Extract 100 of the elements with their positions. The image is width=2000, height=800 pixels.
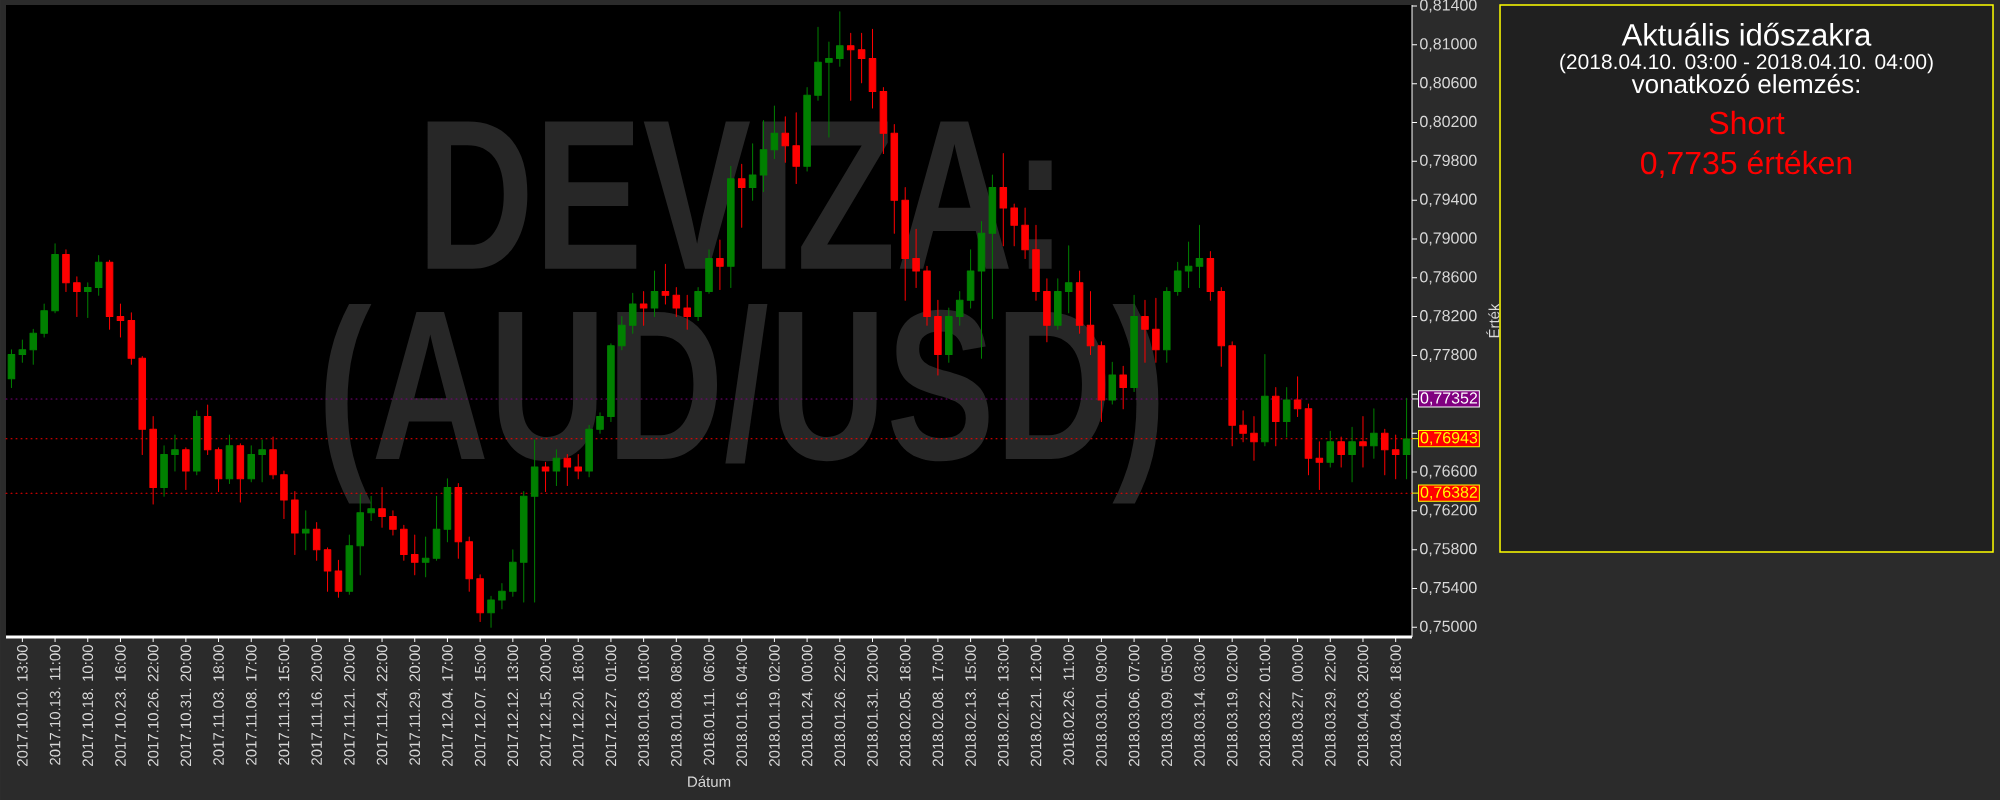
candlestick: [247, 445, 256, 483]
candlestick: [105, 259, 114, 330]
ref-line-label: 0,76382: [1420, 486, 1478, 500]
x-tick-label: 2017.11.08. 17:00: [245, 645, 257, 765]
y-axis-title: Érték: [1486, 303, 1500, 338]
candlestick: [1370, 408, 1378, 459]
x-axis-title: Dátum: [688, 775, 731, 787]
x-tick-label: 2018.01.26. 22:00: [834, 645, 846, 766]
candlestick: [410, 534, 419, 576]
x-tick-label: 2017.10.10. 13:00: [17, 645, 28, 766]
y-tick-label: 0,75400: [1420, 581, 1477, 596]
text: Aktuális időszakra: [1621, 22, 1872, 46]
candlestick: [465, 536, 473, 592]
candlestick: [509, 549, 517, 597]
x-tick-label: 2017.11.21. 20:00: [344, 645, 355, 765]
candlestick: [182, 447, 190, 490]
candlestick: [225, 434, 234, 485]
candlestick: [1282, 387, 1291, 438]
text: vonatkozó elemzés:: [1631, 73, 1859, 94]
x-tick-label: 2017.12.27. 01:00: [605, 645, 617, 766]
x-tick-label: 2017.10.13. 11:00: [49, 645, 61, 765]
y-tick-label: 0,81000: [1420, 38, 1477, 52]
x-tick-label: 2018.01.03. 10:00: [638, 645, 649, 766]
candlestick: [868, 28, 877, 109]
candlestick: [51, 243, 59, 314]
y-tick-label: 0,77800: [1420, 348, 1477, 363]
x-tick-label: 2018.01.31. 20:00: [867, 645, 878, 766]
ref-line-label: 0,77352: [1420, 392, 1478, 406]
candlestick: [160, 445, 168, 497]
candlestick: [1293, 376, 1302, 418]
candlestick: [301, 510, 310, 551]
y-tick-label: 0,79000: [1420, 232, 1477, 246]
x-tick-label: 2017.10.18. 10:00: [82, 645, 94, 766]
x-tick-label: 2018.01.11. 06:00: [703, 645, 715, 765]
x-tick-label: 2017.11.16. 20:00: [311, 645, 322, 765]
candlestick: [171, 434, 179, 472]
x-tick-label: 2017.11.03. 18:00: [213, 645, 224, 765]
candlestick: [94, 254, 103, 296]
candlestick: [345, 534, 354, 595]
candlestick: [1217, 287, 1226, 367]
y-tick-label: 0,80600: [1420, 77, 1477, 91]
y-tick-label: 0,81400: [1420, 0, 1477, 13]
candlestick: [1315, 441, 1324, 490]
y-tick-label: 0,79800: [1420, 154, 1477, 168]
x-tick-label: 2018.02.08. 17:00: [932, 645, 944, 766]
y-tick-label: 0,76600: [1420, 465, 1477, 479]
candlestick: [73, 276, 81, 318]
x-tick-label: 2017.10.26. 22:00: [147, 645, 159, 766]
x-tick-label: 2018.03.14. 03:00: [1194, 645, 1205, 766]
candlestick: [83, 282, 92, 319]
candlestick: [1163, 287, 1171, 363]
candlestick: [846, 32, 855, 101]
text: (2018.04.10. 03:00 - 2018.04.10. 04:00): [1560, 53, 1933, 74]
candlestick: [1195, 224, 1204, 288]
x-tick-label: 2018.01.24. 00:00: [801, 645, 813, 766]
candlestick: [476, 574, 484, 622]
candlestick: [1261, 353, 1269, 447]
text: 0,7735 értéken: [1641, 150, 1852, 179]
candlestick: [389, 510, 397, 536]
x-tick-label: 2018.01.19. 02:00: [769, 645, 780, 766]
candlestick: [312, 521, 321, 561]
x-tick-label: 2018.01.16. 04:00: [736, 645, 748, 766]
candlestick: [7, 349, 16, 388]
x-tick-label: 2018.02.21. 12:00: [1030, 645, 1042, 766]
x-tick-label: 2018.03.29. 22:00: [1324, 645, 1336, 766]
candlestick: [29, 328, 38, 365]
candlestick: [1326, 430, 1335, 468]
candlestick: [487, 595, 495, 628]
y-tick-label: 0,76200: [1420, 504, 1477, 518]
x-tick-label: 2018.04.06. 18:00: [1390, 645, 1401, 766]
candlestick: [814, 26, 822, 101]
x-tick-label: 2017.12.07. 15:00: [474, 645, 486, 766]
x-tick-label: 2017.12.04. 17:00: [442, 645, 453, 766]
x-tick-label: 2017.12.12. 13:00: [507, 645, 519, 766]
candlestick: [62, 249, 70, 292]
candlestick: [421, 536, 430, 578]
y-tick-label: 0,79400: [1420, 193, 1477, 207]
candlestick: [334, 559, 343, 598]
x-tick-label: 2017.12.20. 18:00: [572, 645, 584, 766]
x-tick-label: 2018.03.06. 07:00: [1128, 645, 1140, 766]
x-tick-label: 2017.12.15. 20:00: [540, 645, 551, 766]
candlestick: [1173, 261, 1182, 296]
candlestick: [857, 32, 866, 84]
x-tick-label: 2018.03.01. 09:00: [1096, 645, 1107, 766]
x-tick-label: 2018.04.03. 20:00: [1357, 645, 1369, 766]
candlestick: [127, 312, 136, 365]
candlestick: [498, 583, 506, 610]
candlestick: [116, 303, 125, 338]
y-tick-label: 0,75800: [1420, 543, 1477, 557]
y-tick-label: 0,78200: [1420, 310, 1477, 324]
candlestick: [400, 524, 408, 561]
candlestick: [836, 11, 844, 67]
y-tick-label: 0,78600: [1420, 271, 1477, 285]
y-tick-label: 0,80200: [1420, 115, 1477, 130]
x-tick-label: 2018.02.26. 11:00: [1063, 645, 1075, 765]
candlestick: [258, 439, 266, 483]
ref-line-label: 0,76943: [1420, 432, 1478, 446]
candlestick: [1402, 397, 1411, 480]
x-tick-label: 2017.11.29. 20:00: [409, 645, 421, 765]
x-tick-label: 2018.03.09. 05:00: [1161, 645, 1173, 766]
